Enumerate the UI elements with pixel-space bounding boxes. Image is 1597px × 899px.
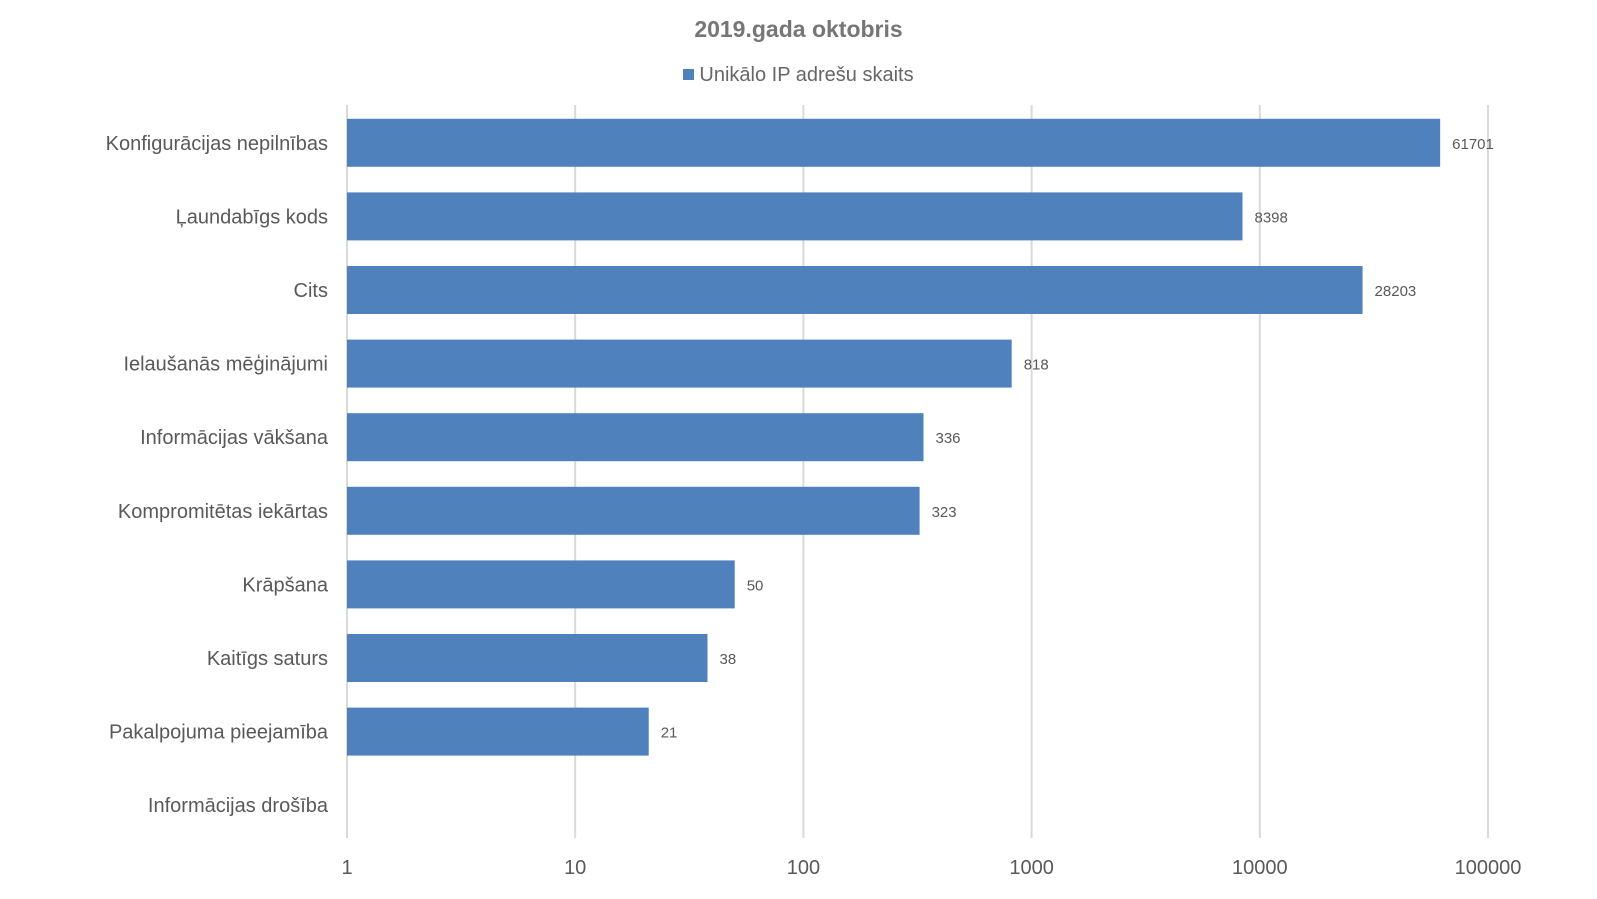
category-label: Kaitīgs saturs	[207, 648, 328, 670]
bar	[347, 192, 1243, 241]
category-label: Krāpšana	[242, 574, 328, 596]
x-tick-labels: 1 10 100 1000 10000 100000	[341, 857, 1521, 879]
category-label: Informācijas drošība	[148, 795, 329, 817]
category-label: Konfigurācijas nepilnības	[106, 133, 328, 155]
chart-title: 2019.gada oktobris	[694, 16, 903, 42]
category-label: Ļaundabīgs kods	[176, 206, 328, 228]
bar	[347, 707, 649, 756]
legend: Unikālo IP adrešu skaits	[0, 64, 1597, 87]
data-label: 323	[932, 504, 957, 521]
bar	[347, 413, 924, 462]
category-label: Pakalpojuma pieejamība	[109, 722, 329, 744]
data-label: 336	[936, 430, 961, 447]
data-label: 21	[661, 725, 678, 742]
bar	[347, 634, 708, 682]
bar	[347, 486, 920, 535]
bar	[347, 339, 1012, 388]
category-label: Kompromitētas iekārtas	[118, 501, 328, 523]
x-tick-label: 100000	[1455, 857, 1522, 879]
x-tick-label: 100	[787, 857, 820, 879]
legend-swatch	[683, 69, 695, 80]
category-label: Ielaušanās mēģinājumi	[123, 354, 328, 376]
bars	[347, 118, 1441, 756]
x-tick-label: 1000	[1009, 857, 1054, 879]
data-label: 818	[1024, 357, 1049, 374]
data-label: 61701	[1452, 136, 1494, 153]
bar	[347, 118, 1441, 167]
x-tick-label: 1	[341, 857, 352, 879]
data-label: 8398	[1254, 209, 1287, 226]
data-label: 38	[720, 651, 737, 668]
data-labels: 61701 8398 28203 818 336 323 50 38 21	[661, 136, 1494, 742]
x-tick-label: 10	[564, 857, 586, 879]
category-labels: Konfigurācijas nepilnības Ļaundabīgs kods…	[106, 133, 329, 817]
category-label: Informācijas vākšana	[140, 427, 329, 449]
legend-label: Unikālo IP adrešu skaits	[699, 64, 914, 86]
category-label: Cits	[294, 280, 328, 302]
x-tick-label: 10000	[1232, 857, 1288, 879]
bar	[347, 560, 735, 609]
data-label: 50	[747, 577, 764, 594]
bar	[347, 266, 1363, 314]
data-label: 28203	[1375, 283, 1417, 300]
